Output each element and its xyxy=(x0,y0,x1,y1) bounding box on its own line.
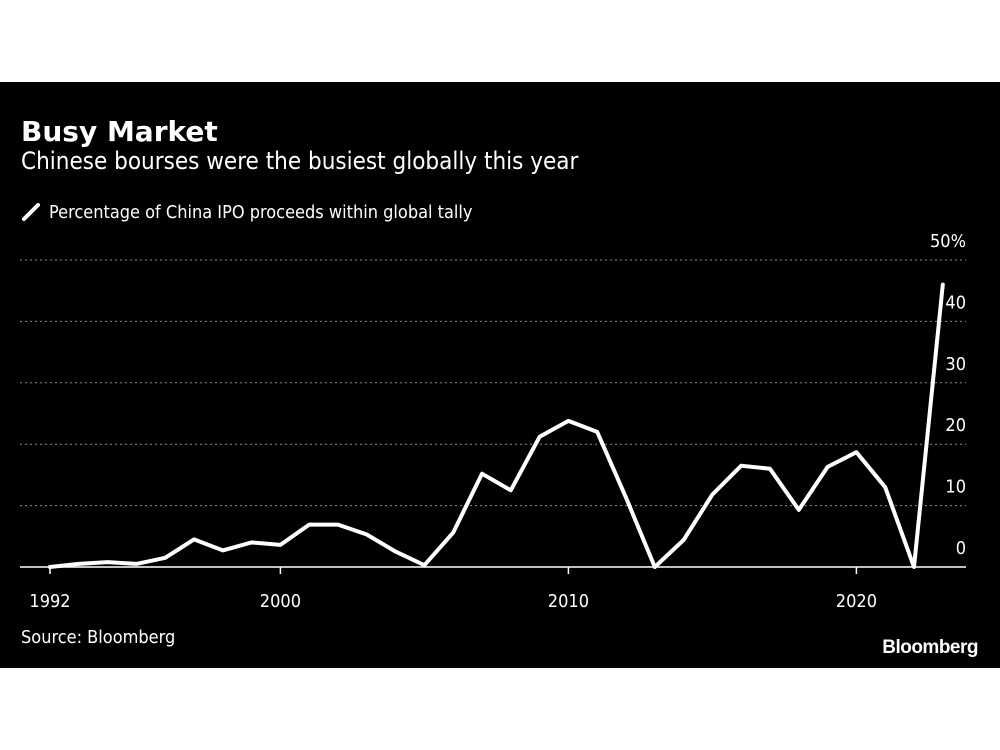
y-tick-label: 10 xyxy=(945,477,966,498)
y-tick-label: 0 xyxy=(956,538,966,559)
chart-title: Busy Market xyxy=(21,115,218,148)
series-line xyxy=(48,282,945,569)
chart-subtitle: Chinese bourses were the busiest globall… xyxy=(21,147,579,175)
legend: Percentage of China IPO proceeds within … xyxy=(22,200,473,224)
bloomberg-logo: Bloomberg xyxy=(882,637,978,658)
y-tick-label: 50% xyxy=(930,231,966,252)
legend-line-swatch-icon xyxy=(22,203,40,221)
y-tick-label: 30 xyxy=(945,354,966,375)
y-tick-label: 40 xyxy=(945,292,966,313)
x-tick-label: 2000 xyxy=(260,591,301,612)
y-axis-ticks: 0 10 20 30 40 50% xyxy=(930,231,966,559)
chart-panel xyxy=(0,82,1000,668)
x-tick-label: 2010 xyxy=(548,591,589,612)
chart-source: Source: Bloomberg xyxy=(21,627,176,648)
legend-label: Percentage of China IPO proceeds within … xyxy=(49,201,473,223)
y-tick-label: 20 xyxy=(945,415,966,436)
x-tick-label: 2020 xyxy=(836,591,877,612)
x-tick-label: 1992 xyxy=(29,591,70,612)
series-layer xyxy=(48,282,945,569)
x-axis-ticks: 1992 2000 2010 2020 xyxy=(29,567,877,612)
